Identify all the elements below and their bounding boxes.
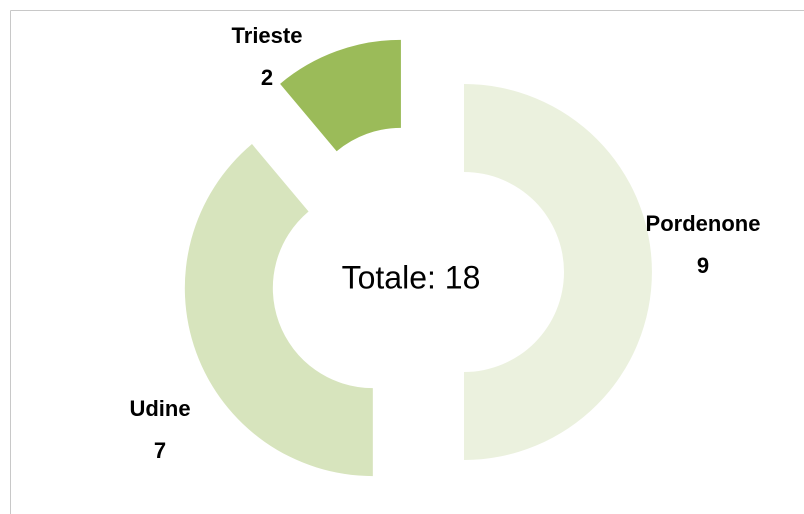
segment-name: Udine <box>129 396 190 421</box>
segment-value: 7 <box>154 438 166 463</box>
segment-name: Pordenone <box>646 211 761 236</box>
segment-name: Trieste <box>232 23 303 48</box>
donut-segment <box>184 144 373 477</box>
center-label: Totale: 18 <box>342 259 481 295</box>
donut-segment <box>280 39 401 152</box>
donut-segment <box>464 84 652 460</box>
segment-value: 9 <box>697 253 709 278</box>
segment-value: 2 <box>261 65 273 90</box>
